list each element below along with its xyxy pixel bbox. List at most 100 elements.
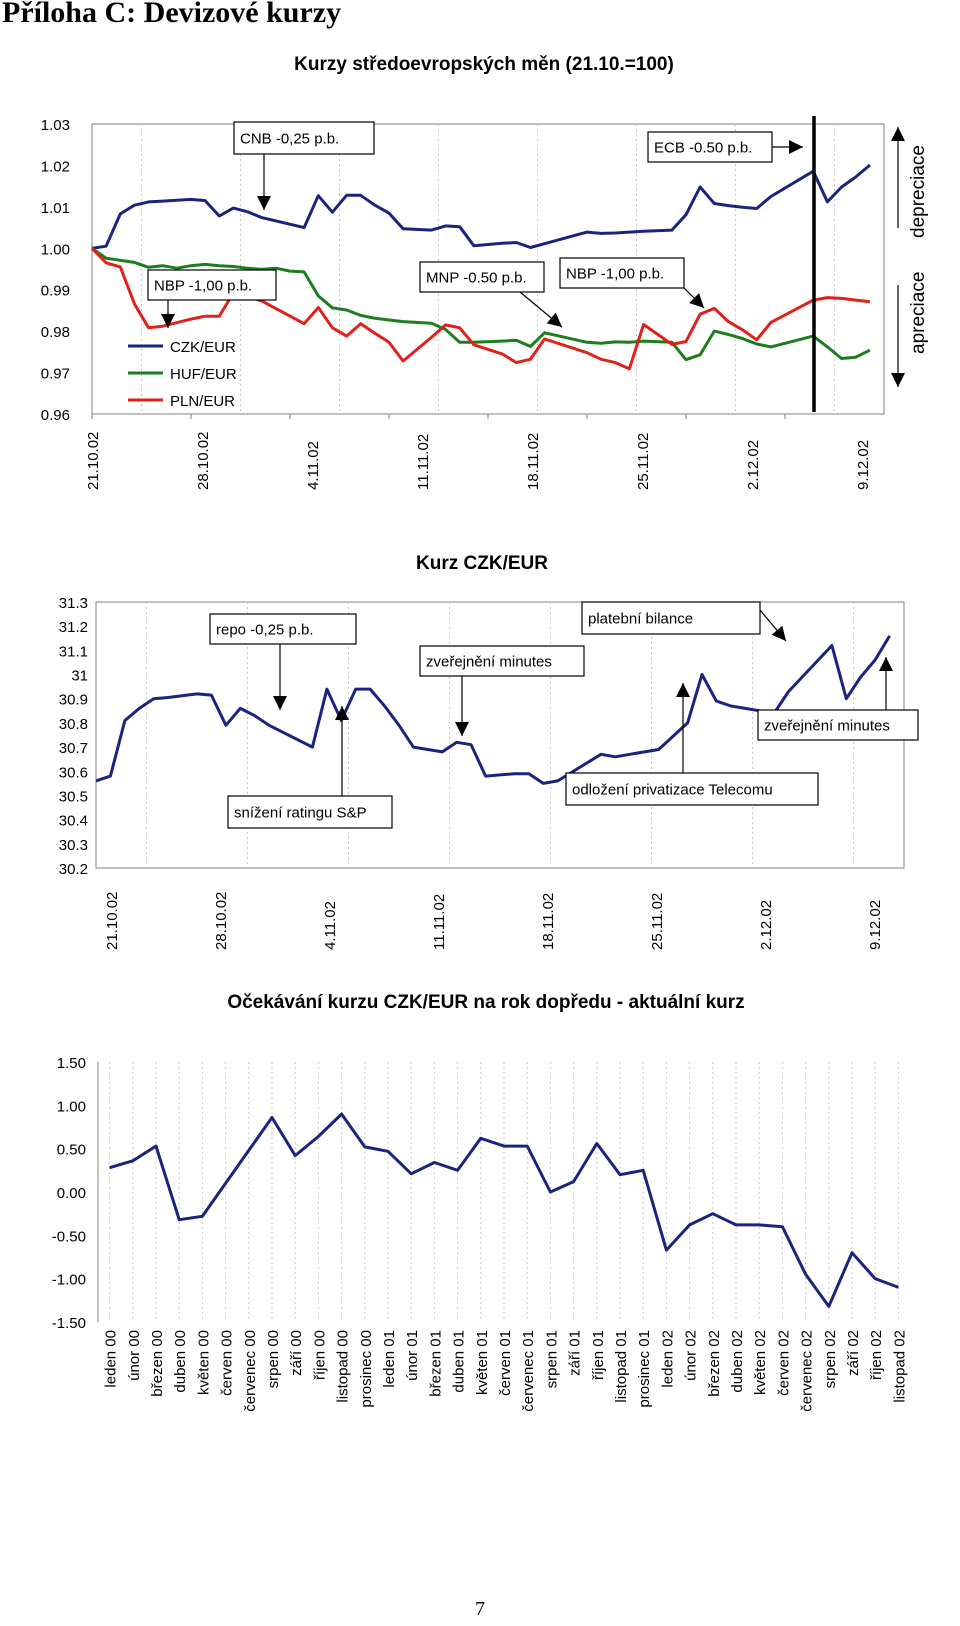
chart3-x-tick-label: srpen 00 — [265, 1330, 282, 1388]
chart3-y-tick-label: 0.50 — [57, 1142, 86, 1159]
chart3-x-tick-label: duben 02 — [729, 1330, 746, 1393]
chart1-arrow-depreciace-head — [891, 127, 905, 141]
chart1-annotation-cnb-label: CNB -0,25 p.b. — [240, 130, 339, 147]
chart1-title: Kurzy středoevropských měn (21.10.=100) — [294, 54, 674, 75]
chart3-x-tick-label: srpen 02 — [822, 1330, 839, 1388]
chart2-y-tick-label: 30.7 — [59, 740, 88, 757]
chart3-y-tick-label: -1.50 — [52, 1315, 86, 1332]
chart3-x-tick-label: říjen 01 — [590, 1330, 607, 1380]
chart1-legend-label: HUF/EUR — [170, 366, 237, 383]
chart3-x-tick-label: listopad 02 — [891, 1330, 908, 1403]
chart2-annotation-minutes-1-label: zveřejnění minutes — [426, 653, 552, 670]
chart3-x-tick-label: listopad 01 — [613, 1330, 630, 1403]
chart3-y-tick-label: 0.00 — [57, 1185, 86, 1202]
chart3-x-tick-label: leden 02 — [659, 1330, 676, 1388]
chart3-x-tick-label: duben 00 — [172, 1330, 189, 1393]
chart2-y-tick-label: 31.2 — [59, 619, 88, 636]
chart3-y-tick-label: 1.50 — [57, 1055, 86, 1072]
chart3-x-tick-label: leden 00 — [103, 1330, 120, 1388]
chart2-y-tick-label: 31.1 — [59, 643, 88, 660]
chart2-annotation-repo-box — [209, 613, 357, 645]
chart1-y-tick-label: 0.97 — [41, 366, 70, 383]
chart1-y-tick-label: 1.03 — [41, 117, 70, 134]
chart3-x-tick-label: únor 02 — [683, 1330, 700, 1381]
chart2-arrow-repo-head — [273, 696, 287, 710]
chart2-x-tick-label: 9.12.02 — [867, 900, 884, 950]
chart1-annotation-nbp-1-label: NBP -1,00 p.b. — [154, 277, 252, 294]
chart2-arrow-telecom-head — [676, 683, 690, 697]
chart1-y-tick-label: 1.02 — [41, 158, 70, 175]
chart3-x-tick-label: září 02 — [845, 1330, 862, 1376]
chart1-side-label-depreciace: depreciace — [908, 145, 929, 238]
chart2-x-tick-label: 18.11.02 — [540, 893, 557, 950]
chart2-y-tick-label: 30.5 — [59, 788, 88, 805]
chart2-title: Kurz CZK/EUR — [416, 553, 548, 574]
chart1-arrow-ecb-head — [789, 140, 803, 154]
chart2-y-tick-label: 31 — [71, 668, 88, 685]
chart3-y-tick-label: -1.00 — [52, 1272, 86, 1289]
chart1-annotation-nbp-1-box — [147, 269, 277, 301]
chart3-x-tick-label: březen 01 — [427, 1330, 444, 1397]
chart2-y-tick-label: 30.4 — [59, 813, 88, 830]
chart3-x-tick-label: červenec 00 — [242, 1330, 259, 1412]
chart3-x-tick-label: leden 01 — [381, 1330, 398, 1388]
chart2-annotation-telecom-label: odložení privatizace Telecomu — [572, 781, 773, 798]
chart3-x-tick-label: září 01 — [567, 1330, 584, 1376]
chart2-y-tick-label: 30.8 — [59, 716, 88, 733]
chart3-x-tick-label: srpen 01 — [543, 1330, 560, 1388]
chart1-series-pln-eur — [90, 247, 871, 371]
chart1-arrow-nbp-1-head — [161, 314, 175, 328]
chart1-series-huf-eur — [91, 247, 871, 362]
chart3-x-tick-label: únor 00 — [126, 1330, 143, 1381]
chart-czk-eur-expectation: Očekávání kurzu CZK/EUR na rok dopředu -… — [52, 992, 909, 1412]
chart1-x-tick-label: 21.10.02 — [85, 432, 102, 490]
chart2-x-tick-label: 4.11.02 — [322, 901, 339, 950]
chart3-x-tick-label: květen 00 — [195, 1330, 212, 1395]
chart3-x-tick-label: březen 02 — [706, 1330, 723, 1397]
chart1-x-tick-label: 28.10.02 — [195, 432, 212, 490]
page-heading: Příloha C: Devizové kurzy — [2, 0, 342, 29]
chart1-arrow-cnb-head — [257, 196, 271, 210]
chart3-x-tick-label: září 00 — [288, 1330, 305, 1376]
chart1-x-tick-label: 11.11.02 — [415, 434, 432, 490]
chart1-annotation-mnp-label: MNP -0.50 p.b. — [426, 269, 527, 286]
chart2-y-tick-label: 30.6 — [59, 764, 88, 781]
chart2-y-tick-label: 30.9 — [59, 692, 88, 709]
chart3-x-tick-label: prosinec 01 — [636, 1330, 653, 1408]
chart2-x-tick-label: 2.12.02 — [758, 900, 775, 950]
chart3-x-tick-label: říjen 02 — [868, 1330, 885, 1380]
chart2-annotation-balance-label: platební bilance — [588, 610, 693, 627]
chart2-annotation-balance-box — [581, 601, 761, 635]
chart2-series-line — [95, 635, 891, 785]
chart2-x-tick-label: 21.10.02 — [104, 892, 121, 950]
chart3-x-tick-label: prosinec 00 — [358, 1330, 375, 1408]
chart1-legend-label: CZK/EUR — [170, 339, 236, 356]
chart3-x-tick-label: březen 00 — [149, 1330, 166, 1397]
chart3-y-tick-label: 1.00 — [57, 1098, 86, 1115]
chart1-y-tick-label: 1.01 — [41, 200, 70, 217]
chart3-series-line — [109, 1112, 899, 1308]
chart1-x-tick-label: 2.12.02 — [745, 440, 762, 490]
chart2-annotation-minutes-2-label: zveřejnění minutes — [764, 717, 890, 734]
chart2-annotation-minutes-1-box — [419, 645, 585, 677]
chart1-x-tick-label: 9.12.02 — [855, 440, 872, 490]
chart2-annotation-repo-label: repo -0,25 p.b. — [216, 621, 314, 638]
chart1-x-tick-label: 4.11.02 — [305, 441, 322, 490]
chart3-x-tick-label: červen 02 — [775, 1330, 792, 1396]
chart1-x-tick-label: 25.11.02 — [635, 433, 652, 490]
chart1-y-tick-label: 0.99 — [41, 283, 70, 300]
chart3-x-tick-label: červenec 01 — [520, 1330, 537, 1412]
chart2-arrow-balance-head — [771, 625, 786, 641]
chart2-arrow-rating-head — [335, 706, 349, 720]
chart-czk-eur: repo -0,25 p.b. snížení ratingu S&P zveřej… — [59, 553, 919, 950]
chart3-x-tick-label: říjen 00 — [311, 1330, 328, 1380]
chart3-x-tick-label: červenec 02 — [799, 1330, 816, 1412]
chart1-annotation-mnp-box — [419, 261, 545, 293]
chart2-annotation-rating-label: snížení ratingu S&P — [234, 804, 367, 821]
chart1-side-label-apreciace: apreciace — [908, 272, 929, 354]
chart3-title: Očekávání kurzu CZK/EUR na rok dopředu -… — [227, 992, 744, 1013]
chart2-x-tick-label: 11.11.02 — [431, 894, 448, 950]
chart1-annotation-nbp-2-label: NBP -1,00 p.b. — [566, 265, 664, 282]
chart3-x-tick-label: květen 02 — [752, 1330, 769, 1395]
chart3-x-tick-label: červen 01 — [497, 1330, 514, 1396]
